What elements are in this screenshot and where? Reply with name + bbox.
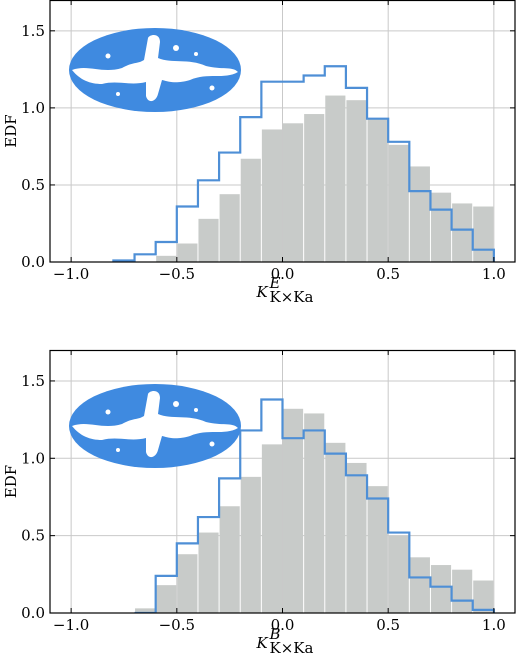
x-axis-label: K EK×Ka	[256, 274, 314, 306]
x-axis-label: K BK×Ka	[256, 625, 314, 656]
histogram-bar	[346, 462, 367, 613]
histogram-bar	[367, 486, 388, 613]
histogram-bar	[219, 194, 240, 262]
histogram-bar	[135, 608, 156, 613]
sky-mask-map-top	[69, 28, 241, 112]
histogram-bar	[156, 255, 177, 262]
step-histogram-line	[112, 65, 495, 262]
histogram-bar	[177, 554, 198, 613]
x-tick-label: −1.0	[53, 265, 89, 283]
histogram-bar	[430, 192, 452, 262]
histogram-bar	[452, 203, 473, 262]
x-axis-label-subscript: K×Ka	[270, 639, 314, 656]
y-tick-label: 0.0	[21, 604, 45, 622]
y-tick-label: 0.5	[21, 176, 45, 194]
top-panel: −1.0 −0.5 0.0 0.5 1.0 0.0 0.5 1.0 1.5 EDF K EK×Ka	[2, 0, 516, 306]
x-tick-label: −0.5	[159, 265, 195, 283]
x-axis-label-superscript: E	[269, 274, 281, 292]
histogram-bar	[325, 95, 346, 262]
y-tick-label: 1.0	[21, 449, 45, 467]
histogram-bar	[219, 506, 240, 613]
y-tick-label: 1.0	[21, 99, 45, 117]
y-tick-label: 1.5	[21, 22, 45, 40]
x-axis-label-base: K	[256, 283, 269, 301]
y-tick-label: 1.5	[21, 372, 45, 390]
y-tick-label: 0.5	[21, 527, 45, 545]
x-tick-label: 0.0	[271, 616, 295, 634]
sky-mask-map-bottom	[69, 384, 241, 468]
histogram-bar	[473, 206, 494, 262]
histogram-bar	[240, 476, 261, 613]
histogram-bar	[261, 444, 282, 613]
histogram-bar	[367, 118, 388, 262]
y-axis-label: EDF	[2, 114, 20, 147]
step-histogram-line	[134, 398, 495, 613]
histogram-bar	[430, 565, 452, 613]
bottom-panel: −1.0 −0.5 0.0 0.5 1.0 0.0 0.5 1.0 1.5 EDF K BK×Ka	[2, 349, 516, 656]
histogram-bar	[473, 580, 494, 613]
plot-area	[112, 65, 495, 262]
histogram-bar	[198, 218, 219, 262]
y-axis-label: EDF	[2, 465, 20, 498]
histogram-bar	[388, 144, 409, 262]
x-axis-label-subscript: K×Ka	[270, 288, 314, 306]
histogram-bar	[240, 158, 261, 262]
histogram-bar	[177, 243, 198, 262]
histogram-bar	[156, 585, 177, 613]
histogram-bar	[325, 442, 346, 613]
histogram-bar	[261, 129, 282, 262]
plot-area	[134, 398, 495, 613]
x-tick-label: 1.0	[482, 616, 506, 634]
x-tick-label: 0.5	[376, 265, 400, 283]
y-tick-label: 0.0	[21, 253, 45, 271]
x-tick-label: 0.5	[376, 616, 400, 634]
x-tick-label: −0.5	[159, 616, 195, 634]
histogram-bar	[283, 123, 304, 262]
histogram-bar	[452, 569, 473, 613]
histogram-bar	[304, 114, 325, 262]
x-tick-label: −1.0	[53, 616, 89, 634]
histogram-bar	[283, 408, 304, 613]
x-axis-label-base: K	[256, 634, 269, 652]
histogram-bar	[198, 532, 219, 613]
x-tick-label: 0.0	[271, 265, 295, 283]
x-axis-label-superscript: B	[269, 625, 281, 643]
histogram-bar	[346, 100, 367, 262]
histogram-bar	[409, 166, 430, 262]
histogram-bar	[409, 557, 430, 613]
histogram-bar	[304, 413, 325, 613]
histogram-bar	[388, 535, 409, 613]
x-tick-label: 1.0	[482, 265, 506, 283]
